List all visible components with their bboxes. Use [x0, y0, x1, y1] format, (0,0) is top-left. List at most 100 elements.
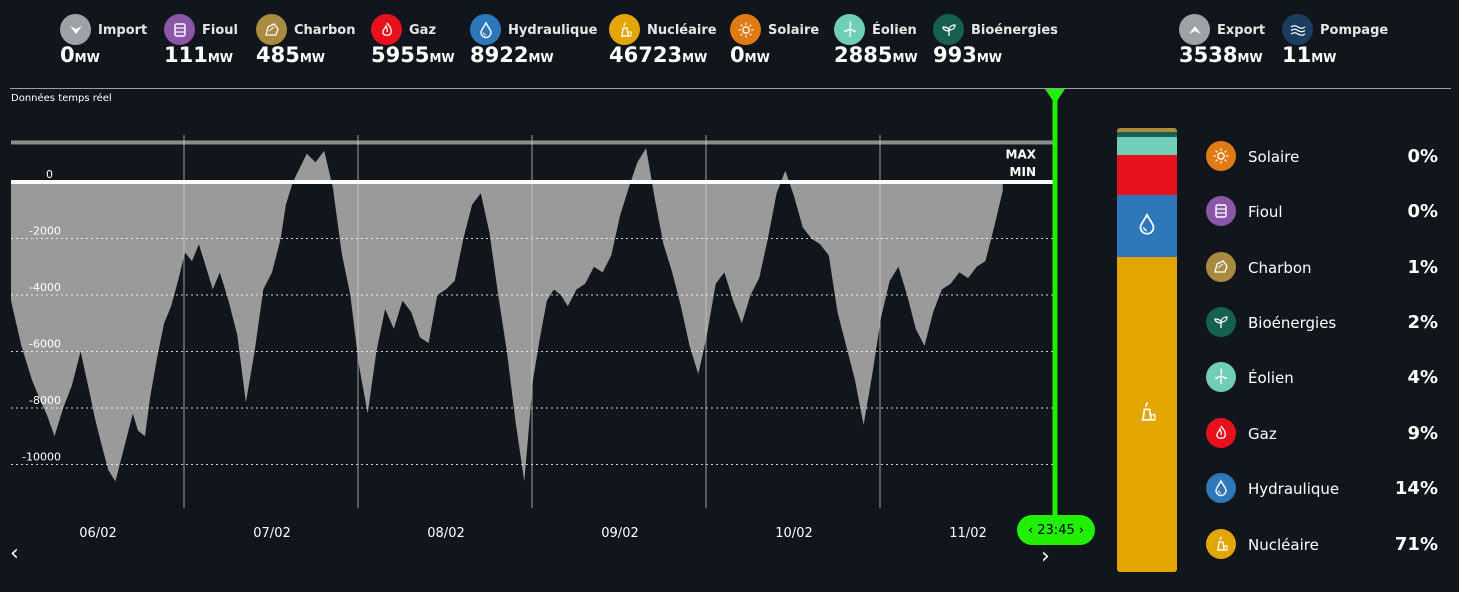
- sun-icon: [730, 14, 761, 45]
- prev-arrow-icon[interactable]: ‹: [10, 541, 19, 566]
- source-label: Nucléaire: [647, 23, 717, 38]
- legend-item-hydraulique[interactable]: Hydraulique 14%: [1206, 473, 1438, 505]
- leaf-icon: [1206, 307, 1236, 337]
- stack-segment-charbon[interactable]: [1117, 128, 1177, 133]
- y-tick-label: -10000: [22, 451, 61, 464]
- source-unit: MW: [976, 51, 1003, 65]
- source-label: Charbon: [294, 23, 356, 38]
- nuclear-plant-icon: [1206, 529, 1236, 559]
- barrel-icon: [164, 14, 195, 45]
- legend-item-bioenergies[interactable]: Bioénergies 2%: [1206, 307, 1438, 339]
- source-unit: MW: [207, 51, 234, 65]
- time-cursor-pill[interactable]: ‹ 23:45 ›: [1017, 515, 1095, 545]
- leaf-icon: [933, 14, 964, 45]
- legend-item-gaz[interactable]: Gaz 9%: [1206, 418, 1438, 450]
- min-label: MIN: [1010, 165, 1036, 179]
- x-tick-label: 06/02: [79, 526, 116, 541]
- source-label: Solaire: [768, 23, 820, 38]
- series-area: [11, 148, 1003, 482]
- stack-segment-bioenergies[interactable]: [1117, 132, 1177, 137]
- y-tick-label: 0: [46, 168, 53, 181]
- wind-turbine-icon: [834, 14, 865, 45]
- source-label: Export: [1217, 23, 1266, 38]
- coal-icon: [256, 14, 287, 45]
- flame-icon: [371, 14, 402, 45]
- legend-percent: 4%: [1407, 367, 1438, 388]
- source-value: 46723: [609, 43, 683, 67]
- coal-icon: [1206, 252, 1236, 282]
- barrel-icon: [1206, 196, 1236, 226]
- chart-subtitle: Données temps réel: [11, 93, 112, 104]
- y-tick-label: -2000: [29, 225, 61, 238]
- source-value: 993: [933, 43, 977, 67]
- wind-turbine-icon: [1206, 362, 1236, 392]
- source-unit: MW: [299, 51, 326, 65]
- max-label: MAX: [1006, 147, 1037, 161]
- legend-item-eolien[interactable]: Éolien 4%: [1206, 362, 1438, 394]
- legend-percent: 71%: [1394, 534, 1438, 555]
- legend-label: Bioénergies: [1248, 314, 1337, 332]
- min-line: [11, 180, 1053, 184]
- waves-icon: [1282, 14, 1313, 45]
- source-value: 485: [256, 43, 300, 67]
- legend-item-fioul[interactable]: Fioul 0%: [1206, 196, 1438, 228]
- source-label: Gaz: [409, 23, 437, 38]
- legend-label: Fioul: [1248, 203, 1283, 221]
- time-value: 23:45: [1037, 522, 1075, 538]
- legend-item-charbon[interactable]: Charbon 1%: [1206, 252, 1438, 284]
- x-tick-label: 11/02: [949, 526, 986, 541]
- chevron-down-icon: [60, 14, 91, 45]
- legend-label: Hydraulique: [1248, 480, 1340, 498]
- source-unit: MW: [429, 51, 455, 65]
- source-value: 8922: [470, 43, 529, 67]
- source-label: Bioénergies: [971, 23, 1058, 38]
- mix-stack-bar: [1117, 128, 1177, 572]
- source-unit: MW: [1237, 51, 1263, 65]
- legend-label: Charbon: [1248, 259, 1312, 277]
- header-divider: [10, 88, 1451, 89]
- y-tick-label: -8000: [29, 394, 61, 407]
- chevron-left-icon[interactable]: ‹: [1028, 522, 1034, 538]
- legend-percent: 0%: [1407, 201, 1438, 222]
- source-value: 2885: [834, 43, 893, 67]
- stack-segment-eolien[interactable]: [1117, 136, 1177, 155]
- x-tick-label: 10/02: [775, 526, 812, 541]
- x-tick-label: 07/02: [253, 526, 290, 541]
- source-label: Pompage: [1320, 23, 1389, 38]
- legend-label: Éolien: [1248, 369, 1294, 387]
- next-arrow-icon[interactable]: ›: [1041, 544, 1050, 569]
- legend-percent: 9%: [1407, 423, 1438, 444]
- legend-percent: 14%: [1394, 478, 1438, 499]
- water-drop-icon: [1134, 211, 1160, 241]
- stack-segment-nucleaire[interactable]: [1117, 256, 1177, 572]
- legend-label: Nucléaire: [1248, 536, 1319, 554]
- nuclear-plant-icon: [609, 14, 640, 45]
- area-chart: 0 -2000 -4000 -6000 -8000 -10000 MAX MIN 06/02 07…: [11, 89, 1065, 541]
- y-tick-label: -6000: [29, 338, 61, 351]
- stack-segment-hydraulique[interactable]: [1117, 194, 1177, 257]
- source-label: Hydraulique: [508, 23, 598, 38]
- source-value: 3538: [1179, 43, 1238, 67]
- source-value: 5955: [371, 43, 430, 67]
- source-value: 0: [60, 43, 75, 67]
- legend-item-nucleaire[interactable]: Nucléaire 71%: [1206, 529, 1438, 561]
- y-tick-label: -4000: [29, 281, 61, 294]
- source-label: Éolien: [872, 23, 917, 38]
- chevron-right-icon[interactable]: ›: [1078, 522, 1084, 538]
- chevron-up-icon: [1179, 14, 1210, 45]
- source-value: 0: [730, 43, 745, 67]
- legend-percent: 0%: [1407, 146, 1438, 167]
- x-tick-label: 09/02: [601, 526, 638, 541]
- source-unit: MW: [892, 51, 918, 65]
- nuclear-plant-icon: [1134, 399, 1160, 429]
- source-value: 11: [1282, 43, 1312, 67]
- sources-bar: Import 0MW Fioul 111MW Charbon 485MW Gaz…: [0, 0, 1459, 88]
- source-unit: MW: [682, 51, 708, 65]
- legend-percent: 2%: [1407, 312, 1438, 333]
- source-unit: MW: [528, 51, 554, 65]
- x-tick-label: 08/02: [427, 526, 464, 541]
- stack-segment-gaz[interactable]: [1117, 154, 1177, 195]
- legend-label: Solaire: [1248, 148, 1300, 166]
- source-label: Fioul: [202, 23, 238, 38]
- legend-item-solaire[interactable]: Solaire 0%: [1206, 141, 1438, 173]
